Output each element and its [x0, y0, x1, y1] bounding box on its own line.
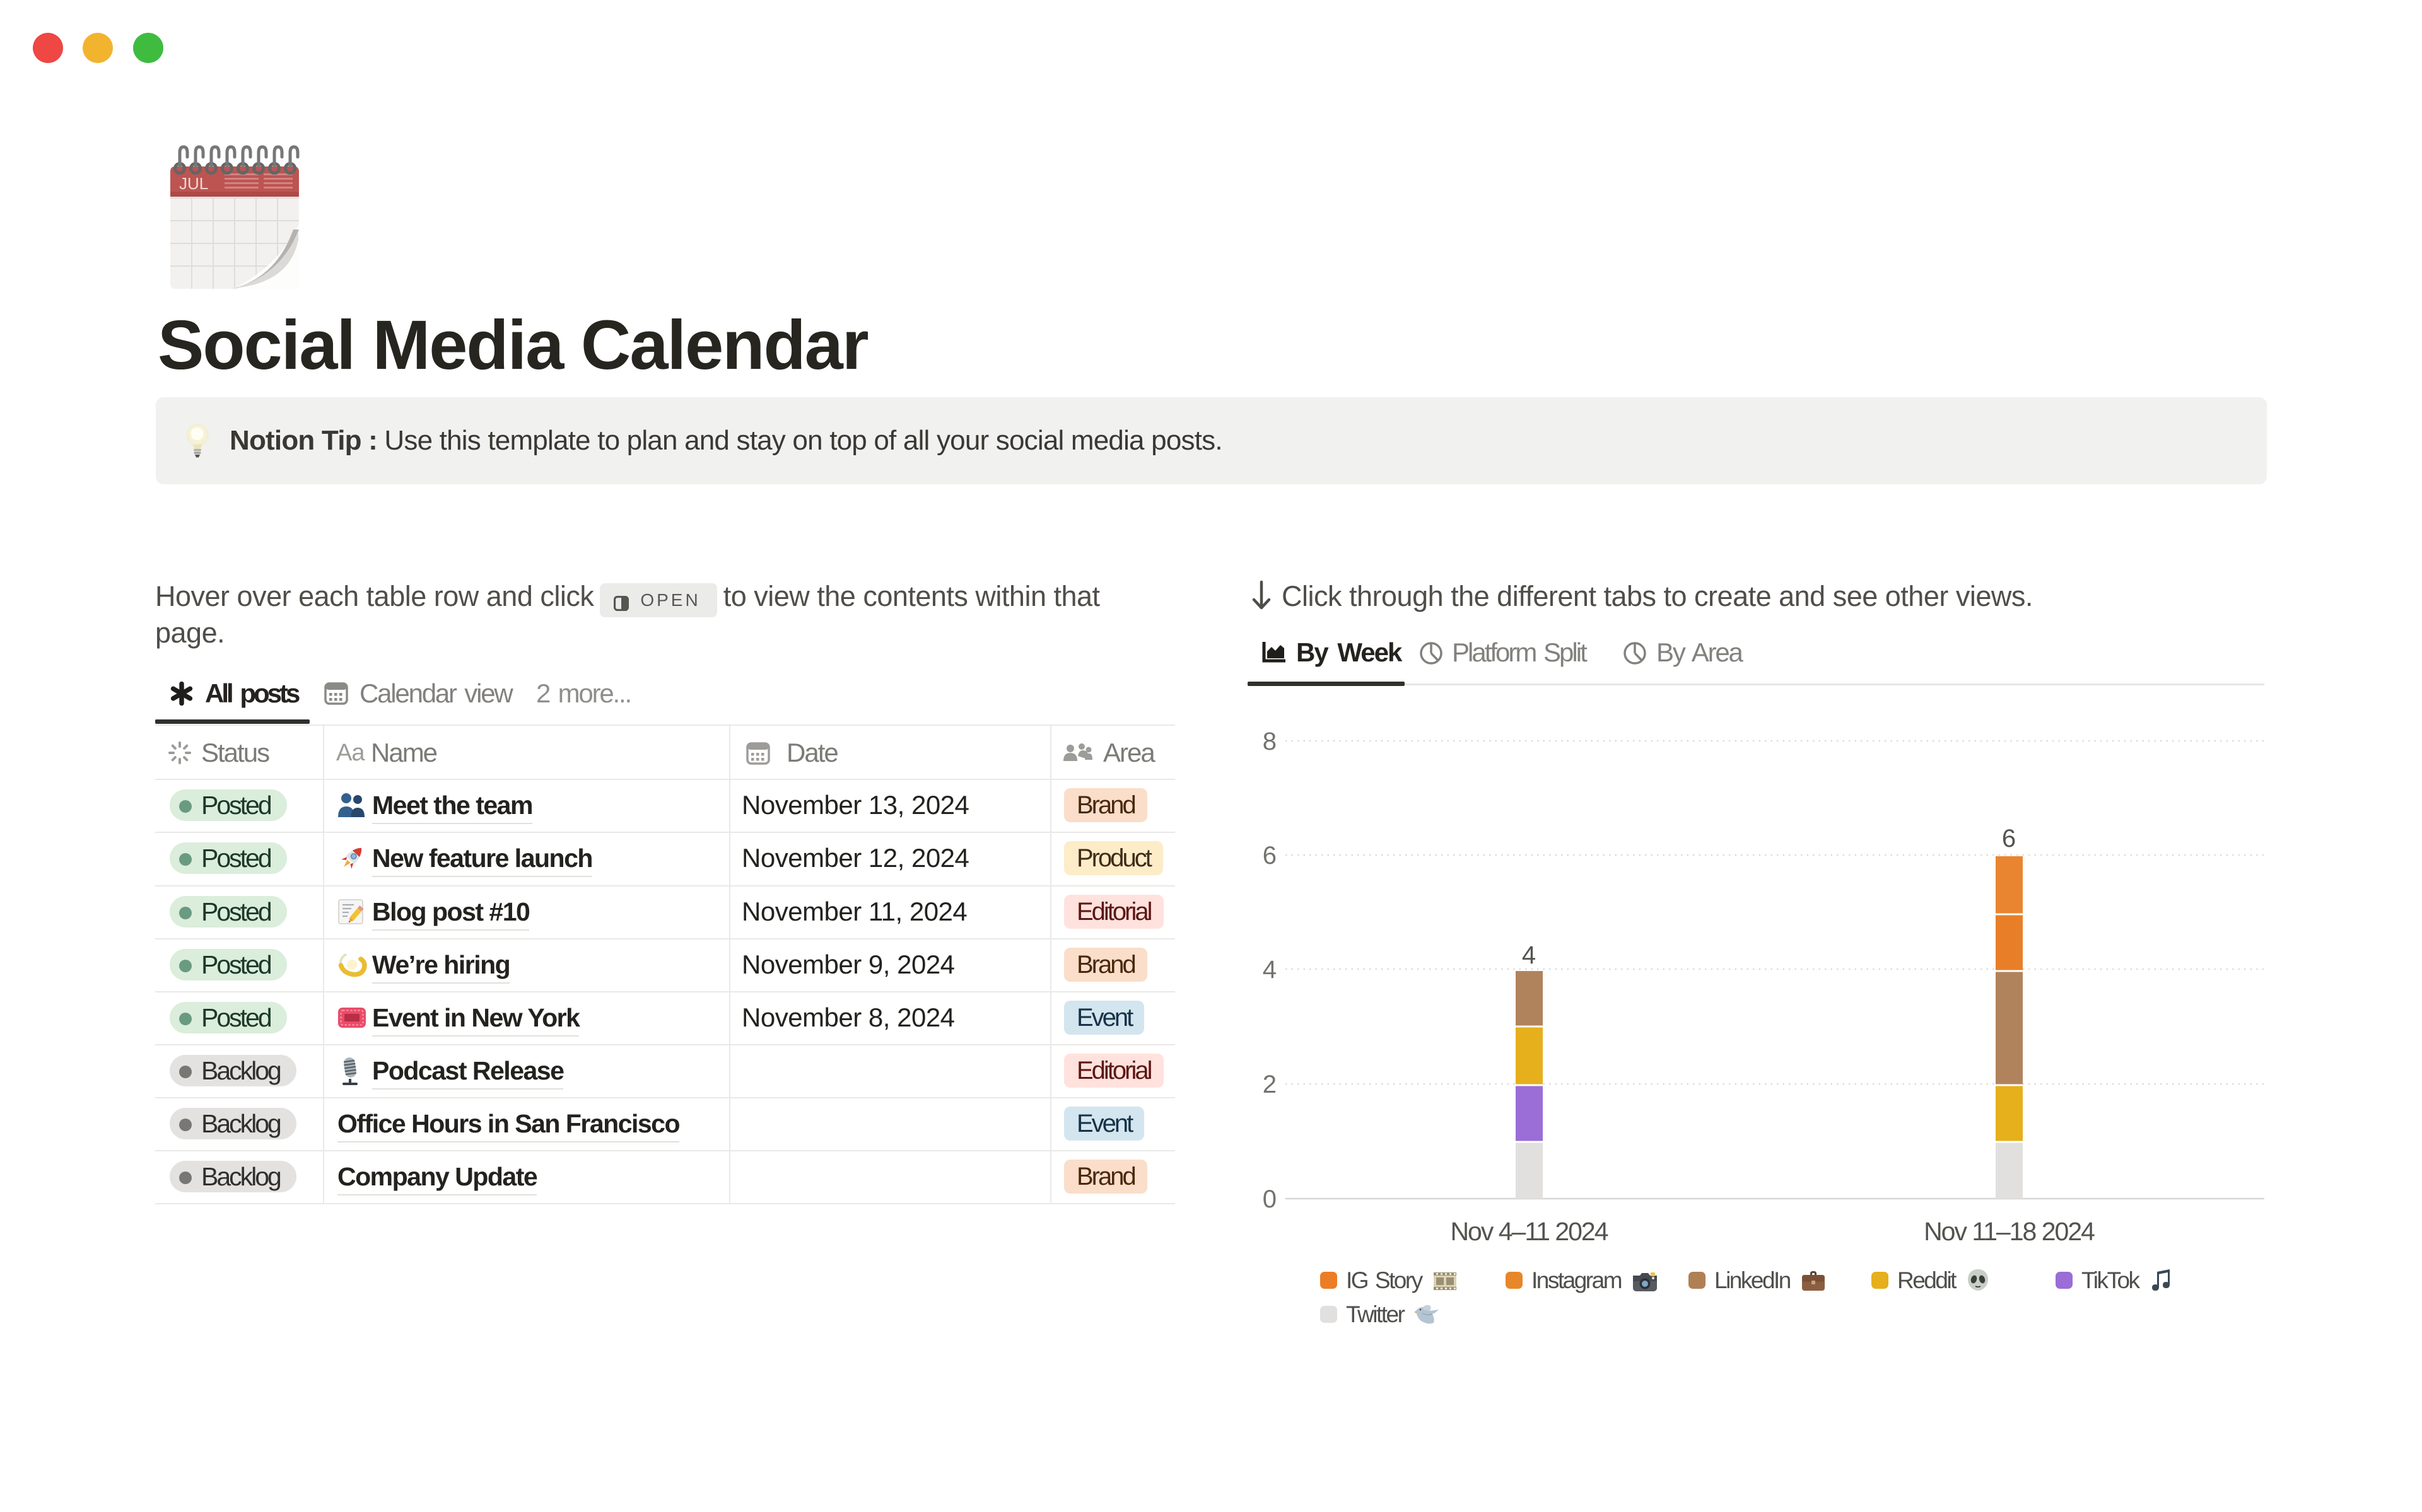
svg-text:0: 0 — [1263, 1185, 1277, 1213]
svg-text:4: 4 — [1263, 956, 1277, 984]
svg-text:8: 8 — [1263, 728, 1277, 755]
svg-text:Nov 4–11 2024: Nov 4–11 2024 — [1450, 1217, 1608, 1246]
svg-text:2: 2 — [1263, 1071, 1277, 1098]
svg-text:6: 6 — [2002, 825, 2016, 852]
svg-text:4: 4 — [1522, 941, 1536, 969]
svg-text:JUL: JUL — [179, 174, 208, 193]
svg-text:Nov 11–18 2024: Nov 11–18 2024 — [1924, 1217, 2095, 1246]
svg-text:6: 6 — [1263, 842, 1277, 869]
